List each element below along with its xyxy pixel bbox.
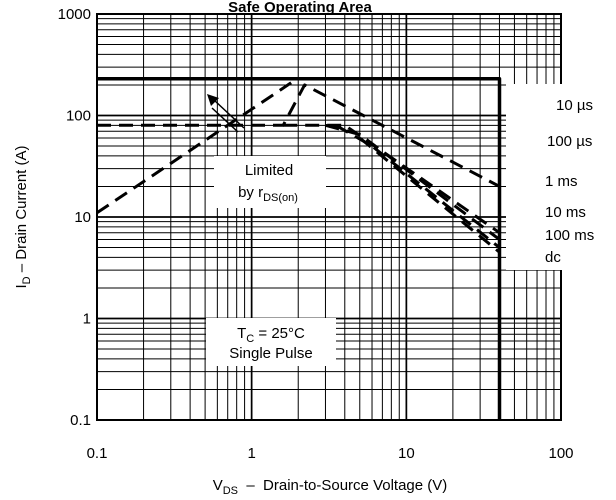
limited-label-line1: Limited	[245, 162, 293, 179]
x-axis-title-subscript: DS	[223, 485, 238, 497]
limited-label-subscript: DS(on)	[263, 192, 298, 204]
series-line-0	[97, 77, 502, 420]
y-tick-label: 1	[83, 311, 91, 328]
y-tick-label: 0.1	[70, 412, 91, 429]
x-tick-label: 1	[247, 445, 255, 462]
limited-arrow	[207, 94, 245, 133]
x-tick-label: 10	[398, 445, 415, 462]
series-line-4	[335, 123, 501, 249]
series-line-5	[358, 136, 501, 254]
curve-label-100us: 100 µs	[547, 133, 592, 150]
series-group	[96, 77, 502, 420]
series-line-2	[283, 123, 501, 234]
series-line-6	[96, 81, 292, 215]
curve-label-dc: dc	[545, 249, 561, 266]
x-axis-title: VDS – Drain-to-Source Voltage (V)	[213, 477, 448, 497]
limited-label-line2: by rDS(on)	[238, 184, 298, 204]
curve-label-mask	[506, 84, 606, 270]
curve-label-1ms: 1 ms	[545, 173, 578, 190]
y-tick-labels: 0.1 1 10 100 1000	[58, 6, 91, 429]
tc-label: TC = 25°C	[237, 325, 305, 345]
y-tick-label: 100	[66, 108, 91, 125]
pulse-label: Single Pulse	[229, 345, 312, 362]
tc-label-mask	[206, 318, 336, 366]
y-axis-title-subscript: D	[21, 276, 33, 284]
curve-label-100ms: 100 ms	[545, 227, 594, 244]
y-tick-label: 1000	[58, 6, 91, 23]
limited-label-mask	[214, 156, 326, 208]
series-line-1	[97, 83, 501, 188]
series-line-3	[325, 123, 501, 241]
curve-label-10ms: 10 ms	[545, 204, 586, 221]
tc-subscript: C	[246, 333, 254, 345]
x-tick-label: 100	[548, 445, 573, 462]
curve-label-10us: 10 µs	[556, 97, 593, 114]
x-tick-label: 0.1	[87, 445, 108, 462]
y-tick-label: 10	[74, 209, 91, 226]
x-tick-labels: 0.1 1 10 100	[87, 445, 574, 462]
chart-title: Safe Operating Area	[228, 0, 372, 16]
y-axis-title: ID – Drain Current (A)	[13, 146, 33, 289]
